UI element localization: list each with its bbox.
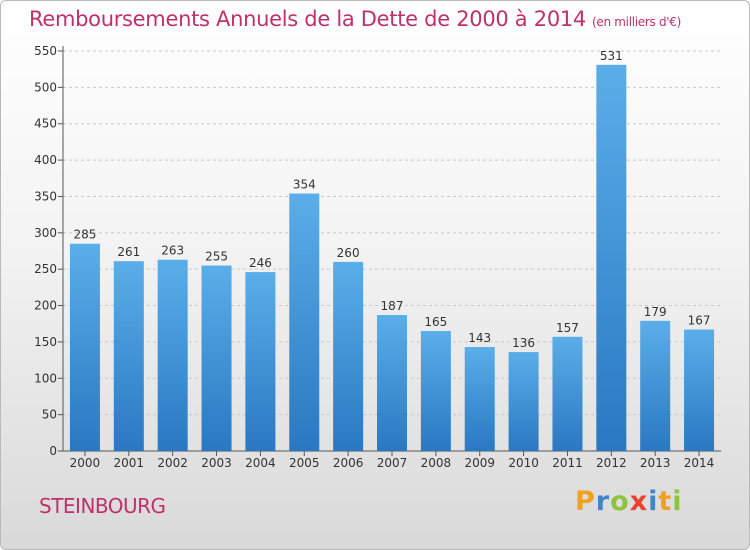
value-label: 143: [468, 331, 491, 345]
bar: [640, 320, 671, 451]
value-label: 157: [556, 321, 579, 335]
logo-letter: P: [575, 486, 596, 517]
bar: [201, 265, 232, 451]
y-tick-label: 200: [34, 299, 57, 313]
logo-letter: i: [648, 486, 659, 517]
y-tick-label: 450: [34, 117, 57, 131]
bar: [552, 336, 583, 451]
value-label: 187: [381, 299, 404, 313]
value-label: 285: [73, 228, 96, 242]
bar: [377, 315, 407, 451]
y-tick-label: 300: [34, 226, 57, 240]
bar: [420, 331, 451, 451]
logo-letter: t: [658, 486, 673, 517]
bar: [684, 329, 715, 451]
value-label: 255: [205, 250, 228, 264]
x-tick-label: 2006: [333, 456, 364, 470]
value-label: 260: [337, 246, 360, 260]
logo-letter: x: [629, 486, 649, 517]
y-tick-label: 250: [34, 262, 57, 276]
x-tick-label: 2004: [245, 456, 276, 470]
x-tick-label: 2008: [421, 456, 452, 470]
value-label: 179: [644, 305, 667, 319]
x-tick-label: 2007: [377, 456, 408, 470]
y-tick-label: 150: [34, 335, 57, 349]
bar: [245, 272, 276, 451]
bar: [508, 352, 539, 451]
logo-letter: i: [672, 486, 683, 517]
chart-title: Remboursements Annuels de la Dette de 20…: [29, 7, 681, 31]
x-tick-label: 2009: [464, 456, 495, 470]
x-tick-label: 2000: [70, 456, 101, 470]
x-tick-label: 2002: [157, 456, 188, 470]
bars: [69, 64, 715, 451]
x-tick-label: 2011: [552, 456, 583, 470]
y-tick-label: 0: [49, 444, 57, 458]
value-label: 354: [293, 178, 316, 192]
x-tick-label: 2001: [114, 456, 145, 470]
bar: [157, 259, 188, 451]
x-tick-label: 2014: [684, 456, 715, 470]
value-label: 165: [424, 315, 447, 329]
proxiti-logo: Proxiti: [575, 486, 683, 517]
y-tick-label: 500: [34, 80, 57, 94]
bar: [69, 243, 100, 451]
y-tick-label: 50: [42, 408, 57, 422]
y-tick-label: 400: [34, 153, 57, 167]
value-labels: 285 261 263 255 246 354 260 187 165 143 136 157 531 1…: [73, 49, 710, 350]
x-tick-label: 2010: [508, 456, 539, 470]
value-label: 263: [161, 244, 184, 258]
y-tick-label: 550: [34, 44, 57, 58]
logo-letter: o: [610, 486, 630, 517]
chart-title-text: Remboursements Annuels de la Dette de 20…: [29, 7, 586, 31]
y-tick-label: 100: [34, 371, 57, 385]
value-label: 246: [249, 256, 272, 270]
value-label: 531: [600, 49, 623, 63]
value-label: 167: [688, 314, 711, 328]
bar: [113, 261, 144, 451]
x-tick-label: 2005: [289, 456, 320, 470]
logo-letter: r: [595, 486, 611, 517]
x-tick-label: 2013: [640, 456, 671, 470]
x-tick-labels: 2000 2001 2002 2003 2004 2005 2006 2007 2008 2009…: [70, 456, 715, 470]
bar: [333, 261, 364, 451]
value-label: 261: [117, 245, 140, 259]
chart-unit: (en milliers d'€): [592, 15, 682, 29]
y-tick-label: 350: [34, 189, 57, 203]
value-label: 136: [512, 336, 535, 350]
y-tick-labels: 0 50 100 150 200 250 300 350 400 450 500 550: [34, 44, 57, 458]
x-tick-label: 2012: [596, 456, 627, 470]
city-name: STEINBOURG: [39, 494, 166, 518]
bar: [289, 193, 320, 451]
bar: [464, 347, 495, 451]
x-tick-label: 2003: [201, 456, 232, 470]
bar: [596, 64, 627, 451]
